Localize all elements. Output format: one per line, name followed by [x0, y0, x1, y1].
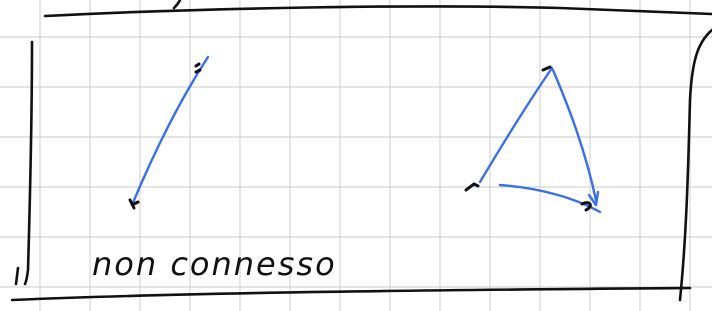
graph-right	[466, 67, 600, 212]
handwritten-label: non connesso	[92, 245, 337, 283]
note-sheet: non connesso	[0, 0, 712, 311]
graph-left	[130, 57, 208, 208]
page: {"note": {"text": "non connesso"}} non c…	[0, 0, 712, 311]
